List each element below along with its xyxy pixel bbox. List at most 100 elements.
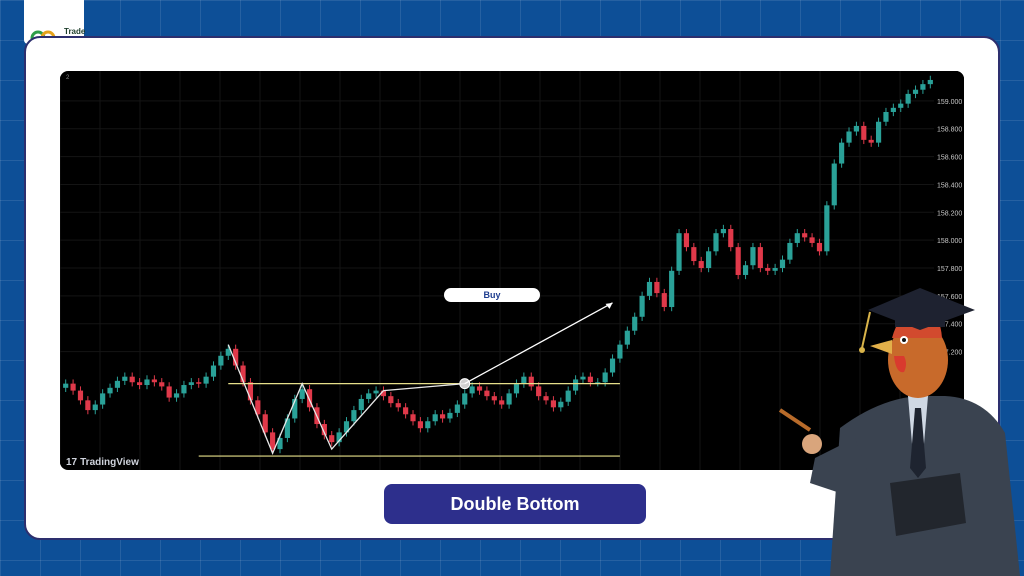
candle [137, 378, 143, 390]
y-axis-tick-label: 157.200 [937, 350, 962, 357]
candle-body [654, 281, 660, 294]
candle [728, 224, 734, 252]
candle [772, 263, 778, 275]
candle-body [299, 389, 305, 399]
buy-label: Buy [444, 288, 540, 302]
candle-body [203, 376, 209, 384]
candle [299, 385, 305, 404]
candle-body [861, 125, 867, 140]
candle [366, 389, 372, 404]
candle [875, 117, 882, 147]
candle [166, 382, 172, 402]
candle [794, 229, 800, 248]
y-axis-tick-label: 157.600 [937, 294, 962, 301]
candle [609, 354, 616, 377]
candle-body [772, 268, 778, 271]
candle-body [270, 432, 276, 450]
candle-body [210, 365, 217, 377]
candle-body [439, 414, 446, 419]
candle-body [920, 84, 926, 90]
candle [395, 398, 401, 412]
candle-body [868, 139, 874, 143]
candle-body [565, 390, 571, 402]
candle-body [173, 393, 180, 398]
candle-body [462, 393, 468, 405]
candle-body [550, 400, 557, 408]
candle-body [816, 242, 823, 252]
candle-body [779, 259, 786, 269]
candle-body [343, 421, 350, 433]
tradingview-logo-icon: 17 [66, 457, 78, 468]
candle-body [898, 103, 904, 108]
candle [521, 372, 527, 388]
candle [255, 396, 261, 419]
candle-body [824, 205, 830, 252]
candle [528, 372, 534, 391]
candle-body [543, 396, 549, 401]
candle-body [188, 382, 194, 386]
candle-body [720, 229, 726, 234]
candle [846, 127, 852, 147]
candle [329, 430, 335, 447]
candle [351, 405, 357, 426]
candle-body [262, 414, 268, 433]
candle-body [602, 372, 608, 383]
candle [735, 242, 741, 280]
candle [151, 375, 157, 387]
chart-frame: 159.000 158.800 158.600 158.400 158.200 158.0… [60, 71, 964, 470]
y-axis-tick-label: 158.600 [937, 155, 962, 162]
candle [462, 389, 468, 409]
pane-number-label: 2 [66, 75, 70, 81]
candle-body [351, 410, 357, 422]
candle [883, 107, 889, 126]
candle [676, 229, 682, 275]
candle [270, 428, 276, 454]
candle-body [890, 107, 896, 113]
candle-body [417, 421, 423, 429]
candle-body [410, 414, 416, 422]
candle-body [491, 396, 497, 401]
candle [484, 386, 490, 401]
candle-body [85, 400, 91, 411]
candle [683, 229, 690, 252]
candle-body [114, 380, 121, 388]
candle-body [380, 390, 387, 397]
candle [92, 400, 98, 415]
candle [447, 408, 453, 423]
candle [632, 312, 638, 335]
candle-body [853, 125, 859, 132]
candle-body [233, 348, 239, 366]
candle [410, 410, 416, 426]
candle [306, 385, 313, 412]
y-axis-tick-label: 158.800 [937, 127, 962, 134]
candle-body [151, 379, 157, 383]
candle-body [506, 393, 512, 405]
candle-body [639, 295, 645, 317]
candle [654, 277, 660, 298]
candle-body [676, 233, 682, 271]
candle [853, 121, 859, 136]
candle-body [558, 401, 564, 408]
candle [469, 382, 475, 398]
candle-body [927, 79, 933, 85]
candle [181, 380, 187, 398]
candle-body [247, 382, 254, 401]
candle-body [499, 400, 505, 405]
candle [765, 263, 771, 275]
candle [225, 344, 231, 360]
candle-body [802, 233, 808, 238]
candle [558, 397, 564, 412]
candle [77, 386, 84, 405]
candle [713, 229, 719, 256]
candle [188, 378, 194, 390]
candle [292, 394, 298, 423]
candle-body [225, 348, 231, 356]
candle [144, 375, 150, 390]
candle-body [691, 247, 697, 262]
candle [802, 229, 808, 242]
candle-body [587, 376, 593, 383]
candle [85, 396, 91, 415]
candle-body [196, 382, 202, 384]
candle [927, 75, 933, 89]
candle [114, 376, 121, 392]
